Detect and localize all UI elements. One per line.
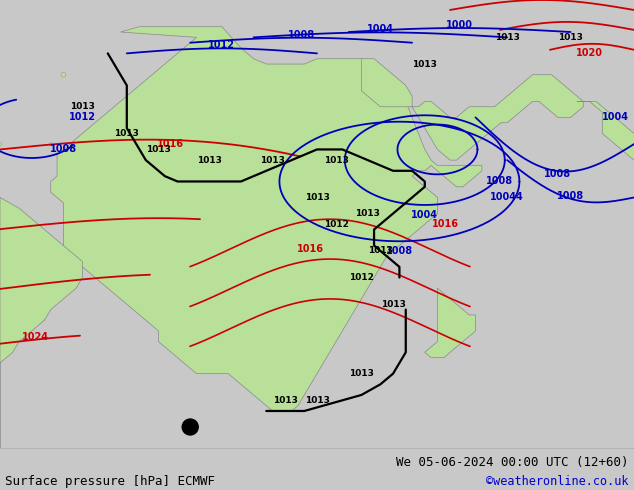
Text: 1012: 1012 [349,273,374,282]
Polygon shape [361,59,583,160]
Text: 1013: 1013 [349,369,374,378]
Text: Surface pressure [hPa] ECMWF: Surface pressure [hPa] ECMWF [5,474,215,488]
Text: 1008: 1008 [50,145,77,154]
Text: 1012: 1012 [69,112,96,122]
Text: 1013: 1013 [260,156,285,165]
Text: 1004: 1004 [602,112,628,122]
Text: 1008: 1008 [545,169,571,179]
Text: 1013: 1013 [114,129,139,138]
Text: 1013: 1013 [380,300,406,309]
Text: 1013: 1013 [558,33,583,42]
Text: 1013: 1013 [495,33,520,42]
Text: 10044: 10044 [490,193,524,202]
Text: 1013: 1013 [146,145,171,154]
Text: 1008: 1008 [386,246,413,256]
Text: 1013: 1013 [355,209,380,218]
Text: 1008: 1008 [288,30,314,40]
Text: ©weatheronline.co.uk: ©weatheronline.co.uk [486,475,629,488]
Circle shape [49,143,52,146]
Polygon shape [577,101,634,181]
Text: 1013: 1013 [304,396,330,405]
Text: 1012: 1012 [323,220,349,229]
Text: 1012: 1012 [209,40,235,50]
Circle shape [182,419,198,435]
Text: 1004: 1004 [411,210,438,220]
Text: 1016: 1016 [432,219,458,229]
Text: We 05-06-2024 00:00 UTC (12+60): We 05-06-2024 00:00 UTC (12+60) [396,456,629,469]
Text: 1013: 1013 [197,156,222,165]
Text: 1004: 1004 [367,24,394,34]
Text: 1000: 1000 [446,20,473,30]
Text: 1008: 1008 [557,192,584,201]
Circle shape [0,143,1,146]
Polygon shape [425,288,476,358]
Polygon shape [0,197,82,448]
Text: 1013: 1013 [323,156,349,165]
Text: 1024: 1024 [22,332,48,342]
Text: 1013: 1013 [304,193,330,202]
Text: 1013: 1013 [412,60,437,69]
Text: 1013: 1013 [273,396,298,405]
Circle shape [61,73,66,77]
Text: 1020: 1020 [576,49,603,58]
Text: 1013: 1013 [70,102,95,111]
Text: 1013: 1013 [368,246,393,255]
Text: 1016: 1016 [297,244,323,254]
Text: 1016: 1016 [157,140,183,149]
Text: 1008: 1008 [486,176,513,187]
Polygon shape [51,26,482,411]
